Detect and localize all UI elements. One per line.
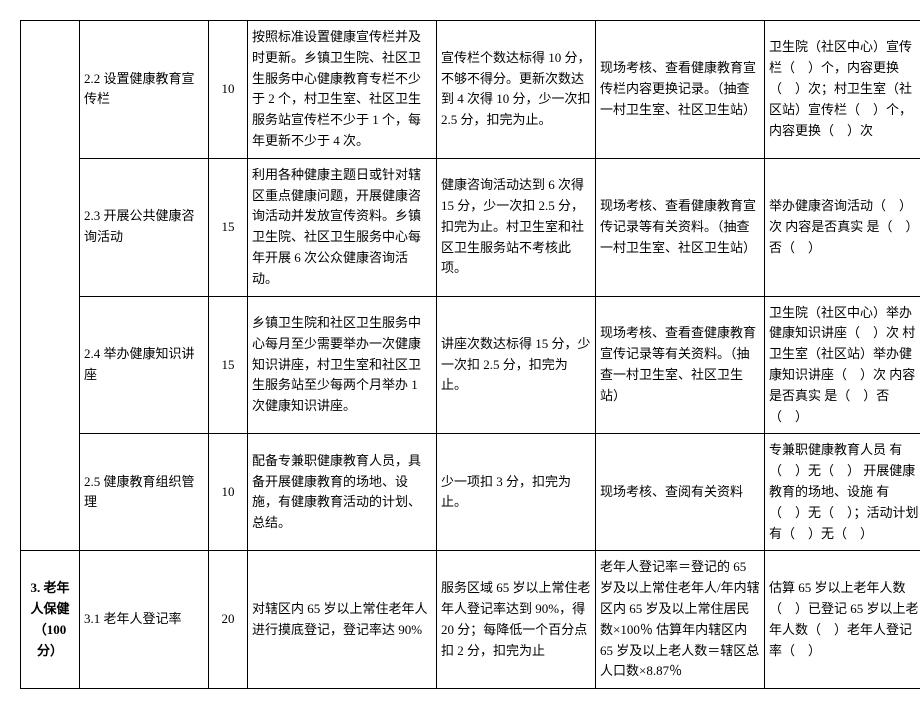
- cell-scoring: 讲座次数达标得 15 分，少一次扣 2.5 分，扣完为止。: [437, 296, 596, 434]
- cell-score: 10: [209, 21, 248, 159]
- cell-item: 2.5 健康教育组织管理: [80, 434, 209, 551]
- cell-item: 2.2 设置健康教育宣传栏: [80, 21, 209, 159]
- cell-scoring: 健康咨询活动达到 6 次得 15 分，少一次扣 2.5 分，扣完为止。村卫生室和…: [437, 158, 596, 296]
- cell-scoring: 服务区域 65 岁以上常住老年人登记率达到 90%，得 20 分；每降低一个百分…: [437, 551, 596, 689]
- cell-standard: 按照标准设置健康宣传栏并及时更新。乡镇卫生院、社区卫生服务中心健康教育专栏不少于…: [248, 21, 437, 159]
- cell-scoring: 少一项扣 3 分，扣完为止。: [437, 434, 596, 551]
- cell-method: 现场考核、查看健康教育宣传栏内容更换记录。（抽查一村卫生室、社区卫生站）: [596, 21, 765, 159]
- cell-record: 卫生院（社区中心）宣传栏（ ）个，内容更换（ ）次；村卫生室（社区站）宣传栏（ …: [765, 21, 920, 159]
- cell-scoring: 宣传栏个数达标得 10 分，不够不得分。更新次数达到 4 次得 10 分，少一次…: [437, 21, 596, 159]
- table-row: 2.3 开展公共健康咨询活动 15 利用各种健康主题日或针对辖区重点健康问题，开…: [21, 158, 920, 296]
- table-row: 2.4 举办健康知识讲座 15 乡镇卫生院和社区卫生服务中心每月至少需要举办一次…: [21, 296, 920, 434]
- cell-method: 现场考核、查阅有关资料: [596, 434, 765, 551]
- cell-standard: 利用各种健康主题日或针对辖区重点健康问题，开展健康咨询活动并发放宣传资料。乡镇卫…: [248, 158, 437, 296]
- cell-score: 10: [209, 434, 248, 551]
- table-row: 3. 老年人保健（100分） 3.1 老年人登记率 20 对辖区内 65 岁以上…: [21, 551, 920, 689]
- cell-record: 估算 65 岁以上老年人数（ ）已登记 65 岁以上老年人数（ ）老年人登记率（…: [765, 551, 920, 689]
- cell-item: 2.3 开展公共健康咨询活动: [80, 158, 209, 296]
- cell-item: 2.4 举办健康知识讲座: [80, 296, 209, 434]
- cell-record: 卫生院（社区中心）举办健康知识讲座（ ）次 村卫生室（社区站）举办健康知识讲座（…: [765, 296, 920, 434]
- cell-standard: 配备专兼职健康教育人员，具备开展健康教育的场地、设施，有健康教育活动的计划、总结…: [248, 434, 437, 551]
- cell-item: 3.1 老年人登记率: [80, 551, 209, 689]
- cell-standard: 乡镇卫生院和社区卫生服务中心每月至少需要举办一次健康知识讲座，村卫生室和社区卫生…: [248, 296, 437, 434]
- cell-score: 20: [209, 551, 248, 689]
- cell-method: 老年人登记率＝登记的 65 岁及以上常住老年人/年内辖区内 65 岁及以上常住居…: [596, 551, 765, 689]
- cell-method: 现场考核、查看健康教育宣传记录等有关资料。（抽查一村卫生室、社区卫生站）: [596, 158, 765, 296]
- table-row: 2.5 健康教育组织管理 10 配备专兼职健康教育人员，具备开展健康教育的场地、…: [21, 434, 920, 551]
- cell-score: 15: [209, 158, 248, 296]
- assessment-table: 2.2 设置健康教育宣传栏 10 按照标准设置健康宣传栏并及时更新。乡镇卫生院、…: [20, 20, 920, 689]
- cell-category-empty: [21, 21, 80, 551]
- cell-record: 专兼职健康教育人员 有（ ）无（ ） 开展健康教育的场地、设施 有（ ）无（ ）…: [765, 434, 920, 551]
- cell-category: 3. 老年人保健（100分）: [21, 551, 80, 689]
- cell-standard: 对辖区内 65 岁以上常住老年人进行摸底登记，登记率达 90%: [248, 551, 437, 689]
- cell-score: 15: [209, 296, 248, 434]
- cell-method: 现场考核、查看查健康教育宣传记录等有关资料。（抽查一村卫生室、社区卫生站）: [596, 296, 765, 434]
- cell-record: 举办健康咨询活动（ ）次 内容是否真实 是（ ）否（ ）: [765, 158, 920, 296]
- table-row: 2.2 设置健康教育宣传栏 10 按照标准设置健康宣传栏并及时更新。乡镇卫生院、…: [21, 21, 920, 159]
